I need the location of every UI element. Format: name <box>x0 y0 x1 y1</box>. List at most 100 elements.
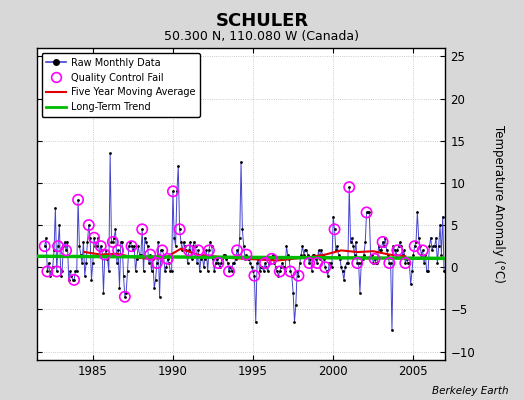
Point <box>420 260 428 266</box>
Point <box>422 268 431 275</box>
Point <box>186 239 194 245</box>
Point <box>408 268 416 275</box>
Point <box>145 260 153 266</box>
Point <box>40 243 49 249</box>
Point <box>200 264 208 270</box>
Point <box>392 251 400 258</box>
Point <box>354 260 363 266</box>
Point <box>259 268 268 275</box>
Point <box>99 289 107 296</box>
Point <box>421 251 430 258</box>
Point <box>176 226 184 232</box>
Point <box>384 251 392 258</box>
Point <box>242 251 250 258</box>
Point <box>194 247 202 254</box>
Point <box>364 209 372 216</box>
Point <box>230 260 238 266</box>
Point <box>166 268 174 275</box>
Point <box>176 226 184 232</box>
Point <box>71 268 80 275</box>
Point <box>389 243 398 249</box>
Point <box>246 260 255 266</box>
Point <box>61 239 69 245</box>
Point <box>58 268 66 275</box>
Point <box>433 260 442 266</box>
Point <box>439 214 447 220</box>
Point <box>234 251 243 258</box>
Point <box>174 163 182 169</box>
Point <box>118 239 126 245</box>
Point <box>50 247 58 254</box>
Y-axis label: Temperature Anomaly (°C): Temperature Anomaly (°C) <box>492 125 505 283</box>
Point <box>106 150 114 157</box>
Point <box>67 272 75 279</box>
Point <box>214 260 223 266</box>
Point <box>288 272 296 279</box>
Point <box>341 264 350 270</box>
Point <box>405 260 413 266</box>
Point <box>349 243 357 249</box>
Point <box>74 196 82 203</box>
Point <box>247 264 256 270</box>
Point <box>152 260 161 266</box>
Point <box>158 247 167 254</box>
Point <box>249 268 257 275</box>
Point <box>370 256 379 262</box>
Point <box>183 260 192 266</box>
Point <box>82 260 90 266</box>
Point <box>167 268 176 275</box>
Point <box>91 243 100 249</box>
Point <box>296 260 304 266</box>
Point <box>375 243 383 249</box>
Point <box>189 243 197 249</box>
Point <box>134 243 143 249</box>
Point <box>225 268 233 275</box>
Point <box>86 234 94 241</box>
Point <box>314 247 323 254</box>
Point <box>329 214 337 220</box>
Point <box>305 260 313 266</box>
Point <box>322 268 331 275</box>
Point <box>114 247 122 254</box>
Point <box>310 251 319 258</box>
Point <box>54 243 62 249</box>
Point <box>271 264 280 270</box>
Point <box>52 268 61 275</box>
Point <box>328 264 336 270</box>
Point <box>345 184 353 190</box>
Point <box>305 260 313 266</box>
Point <box>277 264 285 270</box>
Point <box>224 260 232 266</box>
Point <box>185 247 193 254</box>
Legend: Raw Monthly Data, Quality Control Fail, Five Year Moving Average, Long-Term Tren: Raw Monthly Data, Quality Control Fail, … <box>41 53 200 117</box>
Point <box>161 268 169 275</box>
Point <box>337 264 345 270</box>
Point <box>383 247 391 254</box>
Point <box>416 243 424 249</box>
Point <box>297 251 305 258</box>
Point <box>210 268 219 275</box>
Point <box>119 272 128 279</box>
Point <box>59 243 68 249</box>
Point <box>146 251 155 258</box>
Point <box>315 256 324 262</box>
Point <box>339 268 347 275</box>
Point <box>266 260 275 266</box>
Point <box>103 256 112 262</box>
Point <box>282 243 291 249</box>
Point <box>269 251 277 258</box>
Point <box>380 243 388 249</box>
Point <box>190 239 199 245</box>
Point <box>393 247 401 254</box>
Point <box>201 256 209 262</box>
Point <box>202 247 211 254</box>
Point <box>62 247 70 254</box>
Point <box>278 260 287 266</box>
Point <box>302 247 311 254</box>
Point <box>363 209 371 216</box>
Point <box>222 256 231 262</box>
Point <box>261 260 269 266</box>
Point <box>290 319 299 325</box>
Point <box>353 260 362 266</box>
Point <box>89 260 97 266</box>
